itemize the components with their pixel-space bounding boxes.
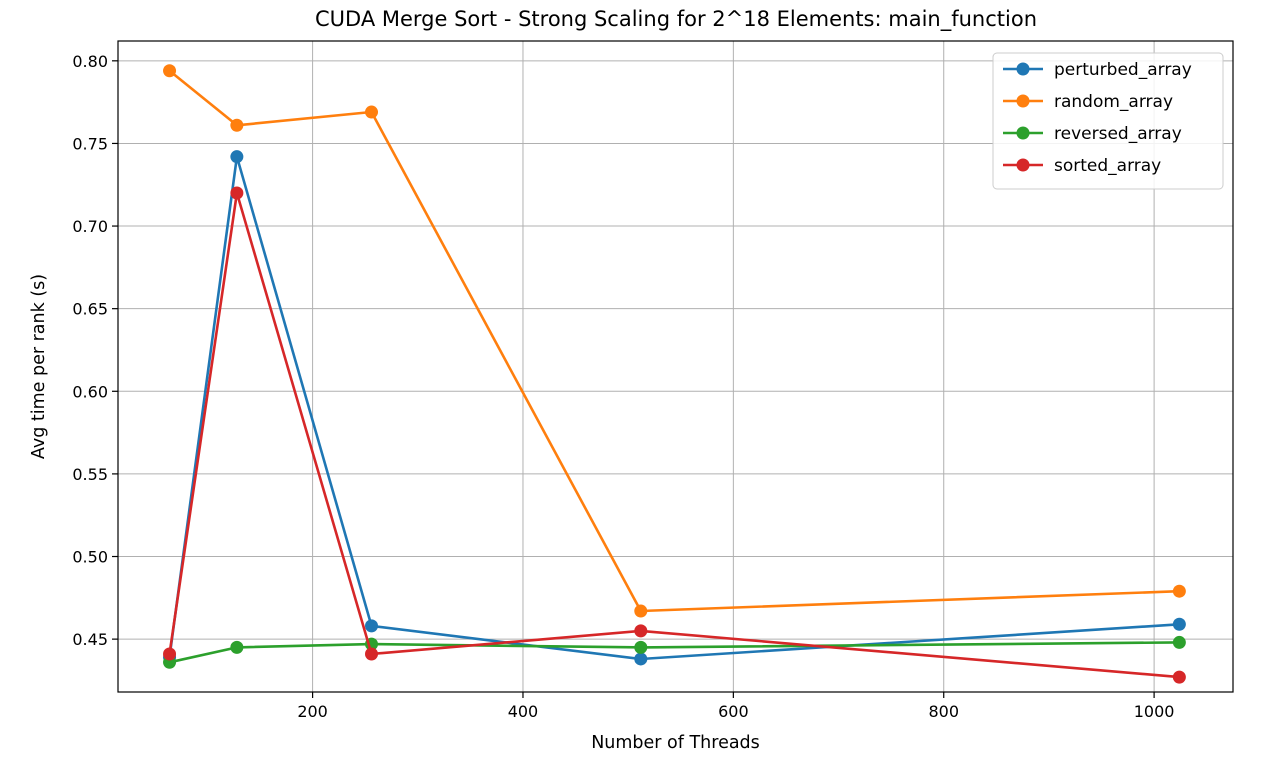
data-point: [634, 624, 648, 638]
y-tick-label: 0.70: [72, 217, 108, 236]
legend-label: perturbed_array: [1054, 60, 1192, 80]
legend-entry: sorted_array: [1003, 156, 1161, 176]
data-point: [634, 640, 648, 654]
data-point: [1172, 635, 1186, 649]
y-axis-label: Avg time per rank (s): [29, 274, 49, 459]
plot-frame: [117, 40, 1234, 693]
data-point: [365, 105, 379, 119]
legend-marker: [1016, 126, 1030, 140]
y-tick-label: 0.60: [72, 382, 108, 401]
data-point: [230, 118, 244, 132]
legend: perturbed_array random_array reversed_arra…: [992, 52, 1224, 190]
data-point: [230, 640, 244, 654]
legend-marker: [1016, 158, 1030, 172]
y-tick-label: 0.55: [72, 465, 108, 484]
data-point: [1172, 670, 1186, 684]
legend-entry: perturbed_array: [1003, 60, 1192, 80]
x-tick-label: 800: [928, 702, 959, 721]
series-line: [169, 641, 1180, 664]
series-perturbed_array: [163, 150, 1186, 666]
legend-marker: [1016, 94, 1030, 108]
legend-label: sorted_array: [1054, 156, 1161, 176]
series-random_array: [163, 64, 1186, 618]
series-layer: [163, 64, 1186, 684]
data-point: [365, 647, 379, 661]
legend-entry: random_array: [1003, 92, 1173, 112]
legend-marker: [1016, 62, 1030, 76]
x-axis-label: Number of Threads: [591, 733, 760, 753]
data-point: [1172, 584, 1186, 598]
series-line: [168, 155, 1180, 661]
axis-ticks: 200 400 600 800 1000 0.45 0.50 0.55 0.60 0.65 0.70…: [72, 52, 1174, 721]
data-point: [163, 64, 177, 78]
x-tick-label: 1000: [1134, 702, 1175, 721]
series-sorted_array: [163, 186, 1186, 684]
data-point: [1172, 617, 1186, 631]
legend-label: random_array: [1054, 92, 1173, 112]
legend-box: [992, 52, 1224, 190]
series-line: [168, 191, 1180, 679]
data-point: [163, 647, 177, 661]
y-tick-label: 0.50: [72, 548, 108, 567]
x-tick-label: 600: [718, 702, 749, 721]
legend-entry: reversed_array: [1003, 124, 1182, 144]
data-point: [634, 604, 648, 618]
x-tick-label: 400: [508, 702, 539, 721]
y-tick-label: 0.80: [72, 52, 108, 71]
y-tick-label: 0.45: [72, 630, 108, 649]
chart-title: CUDA Merge Sort - Strong Scaling for 2^1…: [315, 7, 1037, 32]
data-point: [634, 652, 648, 666]
y-tick-label: 0.65: [72, 300, 108, 319]
x-tick-label: 200: [297, 702, 328, 721]
y-tick-label: 0.75: [72, 134, 108, 153]
legend-label: reversed_array: [1054, 124, 1182, 144]
data-point: [230, 186, 244, 200]
data-point: [230, 150, 244, 164]
data-point: [365, 619, 379, 633]
